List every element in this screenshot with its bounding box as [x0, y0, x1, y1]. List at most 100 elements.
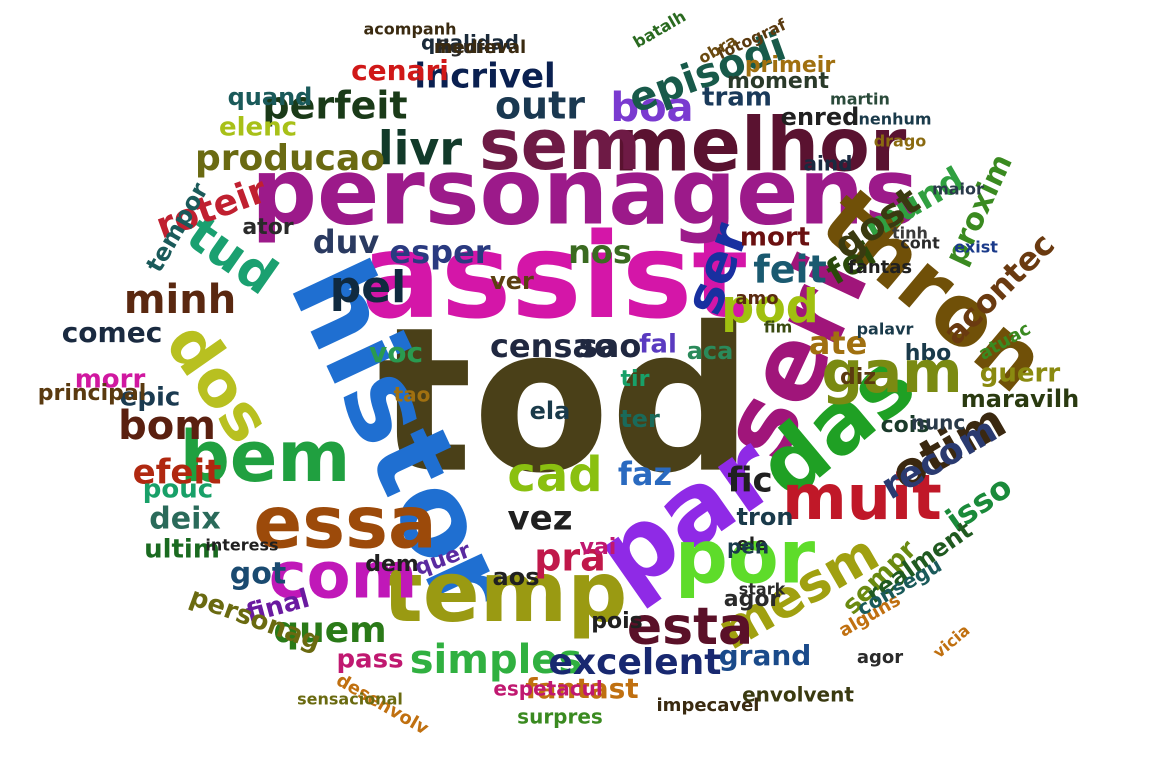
word-cloud-word: agor	[724, 587, 781, 612]
word-cloud-word: enred	[781, 103, 860, 131]
word-cloud-word: maravilh	[961, 385, 1079, 413]
word-cloud-word: simples	[410, 637, 582, 683]
word-cloud-word: fim	[764, 318, 793, 337]
word-cloud-word: drago	[874, 132, 927, 151]
word-cloud-word: personagens	[251, 138, 919, 245]
word-cloud-word: voc	[369, 336, 423, 369]
word-cloud-word: maior	[932, 180, 984, 199]
word-cloud-word: elenc	[219, 113, 297, 143]
word-cloud-word: tao	[394, 383, 431, 407]
word-cloud-word: principal	[38, 381, 147, 406]
word-cloud-word: minh	[124, 277, 236, 323]
word-cloud-word: comec	[62, 316, 163, 349]
word-cloud-word: stark	[739, 580, 786, 599]
word-cloud-word: producao	[195, 138, 385, 179]
word-cloud-word: ate	[809, 324, 868, 362]
word-cloud-word: nenhum	[858, 110, 931, 129]
word-cloud-word: palavr	[857, 320, 914, 339]
word-cloud-word: livr	[378, 122, 463, 176]
word-cloud-word: cad	[507, 447, 602, 503]
word-cloud-word: tir	[621, 367, 650, 392]
word-cloud-word: pass	[336, 645, 403, 675]
word-cloud-word: hbo	[905, 341, 952, 366]
word-cloud-word: fantas	[848, 257, 912, 278]
word-cloud-word: sensacional	[297, 690, 403, 709]
word-cloud-word: nunc	[911, 411, 966, 435]
word-cloud-word: assist	[361, 207, 748, 345]
word-cloud-word: deix	[149, 502, 220, 537]
word-cloud-word: por	[675, 515, 816, 601]
word-cloud-word: aos	[493, 563, 540, 591]
word-cloud-word: amo	[735, 288, 778, 309]
word-cloud-word: primeir	[745, 53, 836, 78]
word-cloud-word: medieval	[434, 37, 526, 58]
word-cloud-word: agor	[857, 647, 903, 668]
word-cloud-word: ultim	[144, 535, 220, 565]
word-cloud-word: pra	[534, 536, 606, 580]
word-cloud-word: fal	[639, 330, 677, 360]
word-cloud-word: cont	[900, 234, 940, 253]
word-cloud-word: feit	[753, 248, 827, 292]
word-cloud-word: morr	[75, 365, 146, 395]
word-cloud-word: perfeit	[262, 84, 407, 128]
word-cloud-word: pouc	[143, 475, 213, 505]
word-cloud-word: sem	[479, 104, 641, 186]
word-cloud-word: ter	[620, 405, 660, 433]
word-cloud-word: surpres	[517, 705, 603, 729]
word-cloud-word: ver	[490, 267, 534, 295]
word-cloud-word: tod	[377, 285, 753, 518]
word-cloud-word: acompanh	[364, 20, 457, 39]
word-cloud-word: bom	[118, 403, 216, 449]
word-cloud-word: got	[230, 557, 286, 592]
word-cloud-word: tinh	[892, 224, 928, 243]
word-cloud-word: boa	[610, 85, 693, 131]
word-cloud-word: com	[269, 540, 418, 614]
word-cloud-word: essa	[253, 481, 436, 565]
word-cloud-word: dem	[365, 552, 419, 577]
word-cloud-word: vez	[507, 499, 572, 539]
word-cloud-word: pois	[591, 609, 643, 634]
word-cloud-word: mort	[740, 223, 810, 253]
word-cloud-word: nos	[568, 233, 632, 271]
word-cloud-word: guerr	[980, 359, 1061, 389]
word-cloud-word: moment	[727, 69, 830, 94]
word-cloud-word: fic	[727, 461, 772, 501]
word-cloud-word: pel	[330, 262, 406, 313]
word-cloud-word: exist	[954, 238, 998, 257]
word-cloud-word: aind	[804, 152, 853, 176]
word-cloud-word: figurin	[437, 37, 504, 58]
word-cloud-word: tron	[737, 503, 794, 531]
word-cloud-word: ator	[242, 215, 293, 240]
word-cloud-word: gam	[821, 338, 962, 406]
word-cloud-word: melhor	[614, 103, 907, 189]
word-cloud-word: qualidad	[421, 31, 519, 55]
word-cloud-word: quand	[228, 83, 313, 111]
word-cloud-word: fantast	[525, 672, 638, 705]
cloud-background	[34, 19, 1114, 749]
word-cloud-word: sao	[579, 327, 642, 365]
word-cloud-word: grand	[719, 639, 812, 672]
word-cloud-word: muit	[782, 461, 942, 534]
word-cloud-word: pen	[727, 535, 769, 559]
word-cloud-word: ela	[530, 397, 571, 425]
word-cloud-word: incrivel	[414, 57, 555, 97]
word-cloud-word: faz	[618, 455, 672, 493]
word-cloud-word: esper	[389, 233, 490, 271]
word-cloud-word: quem	[273, 610, 386, 651]
word-cloud-word: envolvent	[742, 683, 854, 707]
word-cloud-word: espetacul	[493, 677, 602, 701]
word-cloud-word: efeit	[133, 453, 222, 493]
word-cloud-word: temp	[383, 543, 628, 641]
word-cloud-word: duv	[313, 223, 380, 261]
word-cloud-word: bem	[180, 416, 351, 498]
word-cloud-word: vai	[580, 535, 617, 560]
word-cloud-word: cois	[881, 413, 930, 438]
word-cloud-word: ele	[737, 534, 768, 555]
word-cloud-word: pod	[721, 280, 818, 334]
word-cloud-word: censao	[490, 327, 616, 365]
word-cloud-word: diz	[840, 365, 876, 390]
word-cloud-word: aca	[687, 337, 734, 365]
word-cloud-word: epic	[120, 383, 181, 413]
word-cloud-word: martin	[830, 90, 890, 109]
